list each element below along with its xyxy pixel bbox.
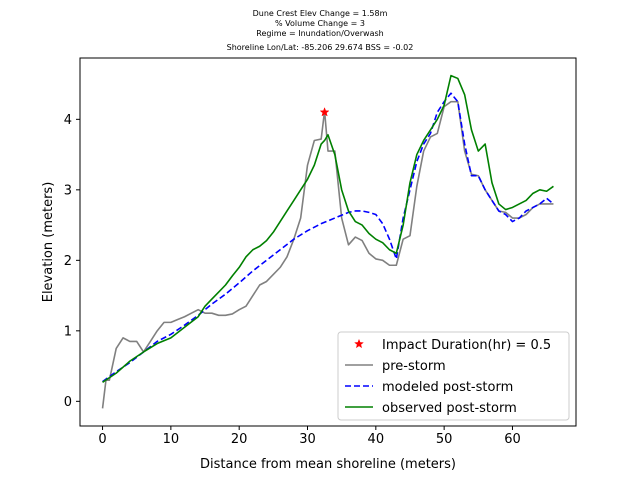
legend-entry-observed-post-storm: observed post-storm bbox=[345, 401, 517, 416]
title-line-4: Shoreline Lon/Lat: -85.206 29.674 BSS = … bbox=[227, 43, 414, 52]
x-tick-label: 20 bbox=[231, 432, 248, 447]
legend: Impact Duration(hr) = 0.5 pre-storm mode… bbox=[337, 331, 570, 421]
y-tick-label: 2 bbox=[64, 254, 72, 269]
x-tick-label: 30 bbox=[299, 432, 316, 447]
legend-label-pre-storm: pre-storm bbox=[382, 359, 446, 374]
x-tick-label: 60 bbox=[504, 432, 521, 447]
y-tick-label: 0 bbox=[64, 395, 72, 410]
impact-star-marker bbox=[319, 107, 330, 117]
y-tick-label: 1 bbox=[64, 324, 72, 339]
x-tick-label: 10 bbox=[163, 432, 180, 447]
x-tick-label: 50 bbox=[436, 432, 453, 447]
title-line-1: Dune Crest Elev Change = 1.58m bbox=[253, 9, 388, 18]
y-axis-ticks: 0 1 2 3 4 bbox=[64, 113, 80, 410]
legend-star-swatch bbox=[354, 338, 364, 349]
title-line-2: % Volume Change = 3 bbox=[275, 19, 365, 28]
legend-entry-modeled-post-storm: modeled post-storm bbox=[345, 380, 513, 395]
plot-area bbox=[101, 74, 554, 409]
x-axis-label: Distance from mean shoreline (meters) bbox=[200, 457, 456, 472]
series-line-observed-post-storm bbox=[102, 74, 554, 383]
x-tick-label: 0 bbox=[98, 432, 106, 447]
y-tick-label: 3 bbox=[64, 183, 72, 198]
series-line-modeled-post-storm bbox=[102, 92, 554, 383]
x-axis-ticks: 0 10 20 30 40 50 60 bbox=[98, 426, 521, 447]
title-line-3: Regime = Inundation/Overwash bbox=[256, 29, 383, 38]
legend-label-observed-post-storm: observed post-storm bbox=[382, 401, 517, 416]
axes-frame bbox=[79, 57, 577, 427]
legend-label-impact: Impact Duration(hr) = 0.5 bbox=[382, 338, 551, 353]
chart-title: Dune Crest Elev Change = 1.58m % Volume … bbox=[227, 9, 414, 52]
legend-entry-impact: Impact Duration(hr) = 0.5 bbox=[354, 338, 551, 353]
y-axis-label: Elevation (meters) bbox=[41, 182, 56, 303]
legend-box bbox=[337, 331, 570, 421]
y-tick-label: 4 bbox=[64, 113, 72, 128]
legend-label-modeled-post-storm: modeled post-storm bbox=[382, 380, 513, 395]
x-tick-label: 40 bbox=[368, 432, 385, 447]
legend-entry-pre-storm: pre-storm bbox=[345, 359, 446, 374]
